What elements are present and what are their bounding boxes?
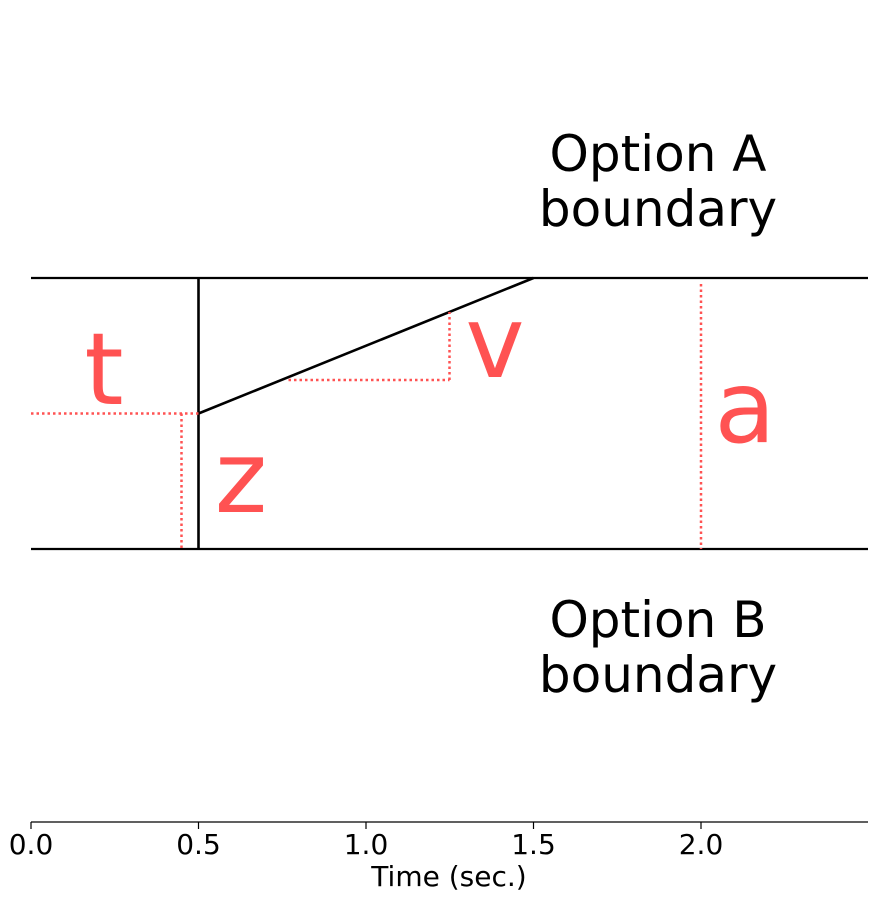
x-axis-ticks: 0.0 0.5 1.0 1.5 2.0 bbox=[9, 822, 724, 861]
a-label: a bbox=[714, 349, 775, 466]
x-tick-label: 0.5 bbox=[176, 828, 221, 861]
lower-boundary-label-line1: Option B bbox=[549, 591, 766, 649]
x-tick-label: 1.5 bbox=[511, 828, 556, 861]
upper-boundary-label-line2: boundary bbox=[539, 180, 777, 238]
x-tick-label: 2.0 bbox=[679, 828, 724, 861]
x-tick-label: 1.0 bbox=[344, 828, 389, 861]
x-axis-label: Time (sec.) bbox=[370, 860, 526, 893]
z-label: z bbox=[215, 419, 268, 536]
lower-boundary-label-line2: boundary bbox=[539, 646, 777, 704]
drift-line bbox=[198, 276, 534, 415]
t-label: t bbox=[84, 311, 123, 428]
v-label: v bbox=[465, 284, 524, 401]
x-tick-label: 0.0 bbox=[9, 828, 54, 861]
upper-boundary-label-line1: Option A bbox=[550, 125, 767, 183]
